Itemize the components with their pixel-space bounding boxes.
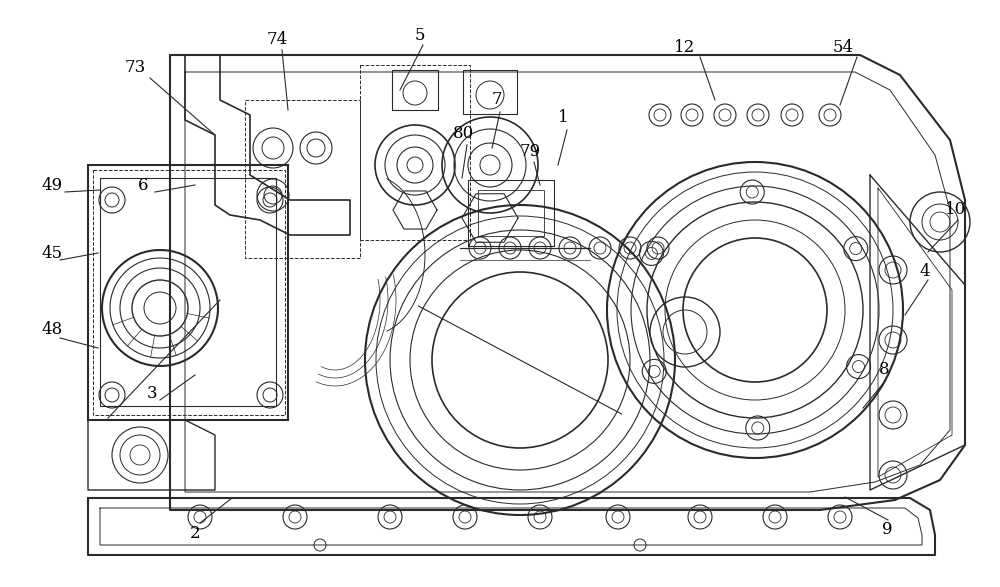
Text: 6: 6	[138, 177, 148, 194]
Text: 54: 54	[832, 39, 854, 56]
Bar	[468, 180, 554, 246]
Text: 74: 74	[266, 32, 288, 49]
Bar	[245, 100, 360, 258]
Text: 7: 7	[492, 92, 502, 109]
Text: 10: 10	[945, 201, 967, 218]
Bar	[478, 190, 544, 236]
Text: 49: 49	[41, 177, 63, 194]
Bar	[100, 178, 276, 406]
Text: 48: 48	[41, 322, 63, 339]
Text: 9: 9	[882, 521, 892, 538]
Text: 45: 45	[41, 245, 63, 261]
Text: 80: 80	[452, 124, 474, 141]
Text: 1: 1	[558, 110, 568, 127]
Bar	[463, 70, 517, 114]
Text: 79: 79	[519, 143, 541, 160]
Text: 2: 2	[190, 525, 200, 541]
Text: 4: 4	[920, 264, 930, 281]
Bar	[93, 170, 285, 415]
Text: 5: 5	[415, 26, 425, 43]
Bar	[360, 65, 470, 240]
Text: 12: 12	[674, 39, 696, 56]
Bar	[392, 70, 438, 110]
Text: 73: 73	[124, 59, 146, 76]
Bar	[88, 165, 288, 420]
Text: 8: 8	[879, 362, 889, 379]
Text: 3: 3	[147, 384, 157, 402]
